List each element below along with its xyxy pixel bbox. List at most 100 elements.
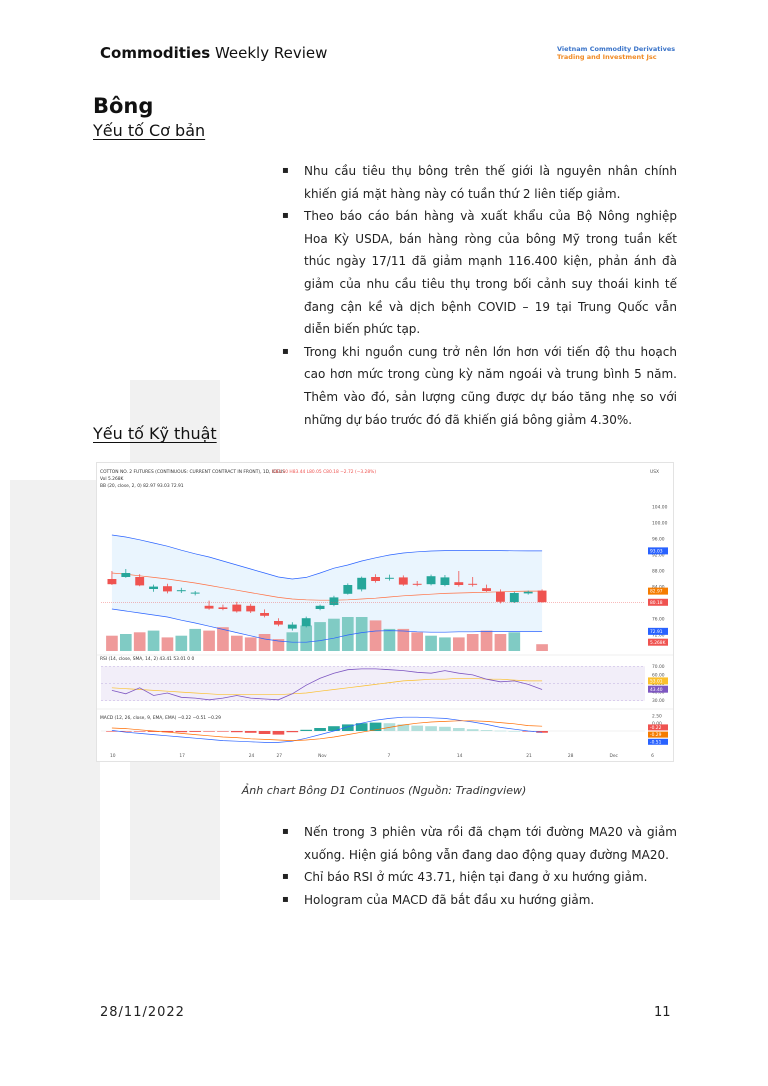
macd-hist-bar	[203, 731, 215, 732]
macd-tag	[648, 731, 668, 738]
volume-bar	[466, 634, 479, 651]
x-tick-label: 17	[179, 753, 185, 759]
candle-body	[218, 607, 228, 609]
volume-bar	[133, 632, 146, 651]
macd-hist-bar	[147, 731, 160, 732]
price-tag-label: 82.97	[650, 589, 663, 595]
macd-hist-bar	[355, 723, 368, 731]
volume-bar	[230, 635, 243, 651]
volume-bar	[536, 644, 548, 651]
candle-body	[440, 577, 450, 585]
lower-band-line	[111, 608, 543, 643]
y-tick-label: 72.00	[652, 633, 665, 639]
volume-bar	[147, 630, 160, 651]
candle-body	[412, 583, 422, 585]
candle-body	[287, 624, 297, 629]
volume-bar	[425, 635, 437, 651]
y-tick-label: 84.00	[652, 585, 665, 591]
price-tag-label: 80.18	[650, 600, 663, 606]
macd-tick-label: 0.00	[652, 721, 662, 727]
footer-date: 28/11/2022	[100, 1005, 185, 1020]
volume-bar	[300, 625, 313, 651]
y-tick-label: 104.00	[652, 505, 668, 511]
macd-hist-bar	[175, 731, 188, 733]
y-tick-label: 100.00	[652, 521, 668, 527]
y-tick-label: 96.00	[652, 537, 665, 543]
volume-bar	[106, 635, 118, 651]
macd-hist-bar	[189, 731, 202, 732]
rsi-ma-line	[111, 677, 543, 696]
candle-body	[384, 577, 394, 579]
volume-bar	[328, 618, 340, 651]
macd-hist-bar	[494, 730, 507, 732]
macd-tag-label: -0.51	[650, 739, 662, 745]
rsi-line	[111, 668, 543, 701]
macd-tag-label: -0.22	[650, 725, 662, 731]
candle-body	[273, 621, 283, 625]
candle-body	[176, 590, 186, 592]
macd-hist-bar	[508, 731, 521, 732]
x-tick-label: 7	[387, 753, 390, 759]
volume-bar	[244, 637, 257, 651]
volume-bar	[175, 635, 188, 651]
volume-bar	[397, 628, 410, 651]
candle-body	[454, 582, 464, 585]
macd-hist-bar	[244, 731, 257, 733]
rsi-tag-label: 53.01	[650, 679, 663, 685]
volume-bar	[439, 637, 451, 651]
y-tick-label: 76.00	[652, 617, 665, 623]
price-tag-label: 93.03	[650, 548, 663, 554]
candle-body	[509, 593, 519, 603]
technical-heading: Yếu tố Kỹ thuật	[93, 424, 217, 443]
macd-hist-bar	[300, 729, 313, 731]
candle-body	[190, 592, 200, 594]
ohlc-readout: O83.10 H83.44 L80.05 C80.18 −2.72 (−3.28…	[272, 469, 376, 475]
x-tick-label: 28	[568, 753, 574, 759]
price-tag	[648, 587, 668, 595]
candle-body	[204, 605, 214, 609]
fundamental-heading: Yếu tố Cơ bản	[93, 121, 206, 140]
candle-body	[495, 591, 505, 602]
macd-hist-bar	[411, 725, 424, 731]
candle-body	[426, 576, 436, 585]
macd-hist-bar	[369, 722, 382, 731]
candle-body	[329, 597, 339, 605]
candle-body	[357, 577, 367, 590]
x-tick-label: Dec	[609, 753, 618, 759]
page-number: 11	[654, 1005, 671, 1020]
macd-hist-bar	[480, 730, 493, 731]
volume-bar	[272, 639, 285, 651]
x-tick-label: Nov	[318, 753, 327, 759]
candle-body	[482, 588, 492, 591]
volume-bar	[203, 630, 215, 651]
macd-hist-bar	[230, 731, 243, 733]
macd-tick-label: 2.50	[652, 714, 662, 720]
volume-bar	[217, 627, 229, 651]
macd-tag	[648, 724, 668, 731]
list-item: Theo báo cáo bán hàng và xuất khẩu của B…	[282, 205, 677, 341]
currency-label: USX	[650, 469, 659, 475]
macd-hist-bar	[439, 726, 451, 731]
y-tick-label: 92.00	[652, 553, 665, 559]
ma20-line	[111, 572, 543, 601]
volume-bar	[189, 628, 202, 651]
volume-bar	[494, 634, 507, 651]
macd-line	[111, 716, 543, 743]
candle-body	[162, 586, 172, 592]
volume-bar	[508, 632, 521, 651]
fundamental-bullet-list: Nhu cầu tiêu thụ bông trên thế giới là n…	[282, 160, 677, 431]
bb-readout: BB (20, close, 2, 0) 82.97 93.03 72.91	[100, 483, 184, 489]
volume-bar	[369, 620, 382, 651]
chart-caption: Ảnh chart Bông D1 Continuos (Nguồn: Trad…	[241, 784, 527, 797]
volume-bar	[452, 637, 465, 651]
macd-hist-bar	[341, 724, 354, 731]
macd-hist-bar	[286, 731, 299, 733]
macd-hist-bar	[314, 728, 326, 731]
volume-bar	[383, 628, 396, 651]
candle-body	[523, 591, 533, 594]
volume-bar	[341, 617, 354, 651]
macd-hist-bar	[272, 731, 285, 735]
list-item: Nến trong 3 phiên vừa rồi đã chạm tới đư…	[282, 821, 677, 866]
x-tick-label: 6	[651, 753, 654, 759]
volume-bar	[258, 634, 271, 651]
